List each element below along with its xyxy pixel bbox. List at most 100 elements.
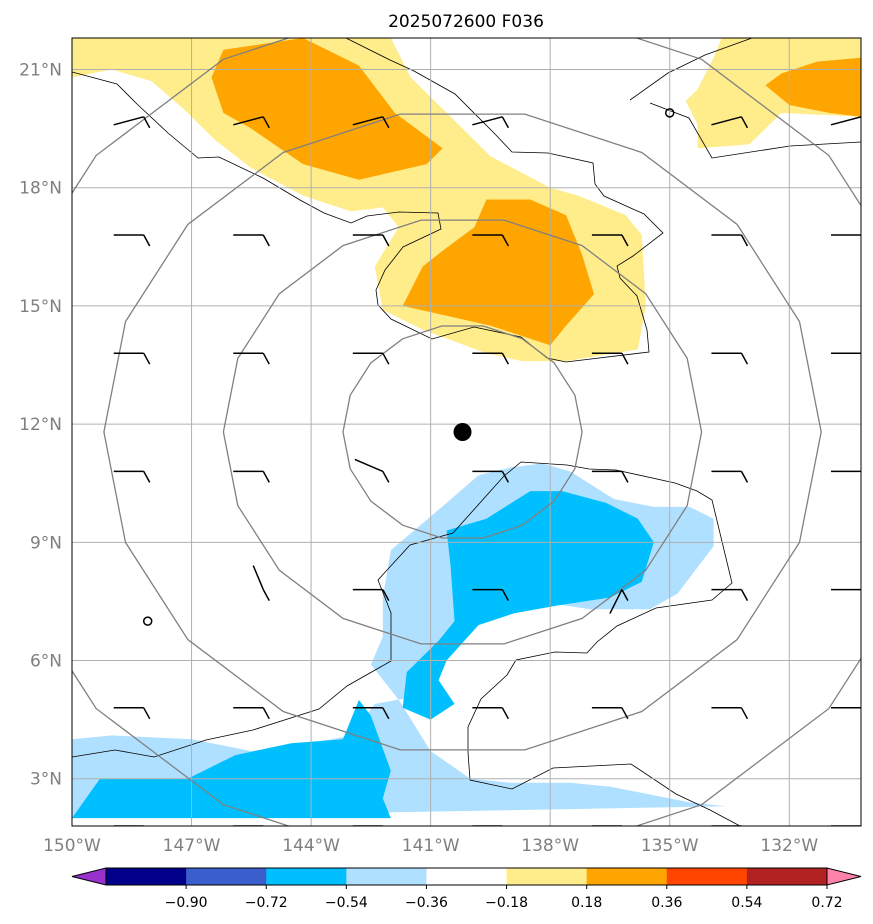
wind-barb	[711, 470, 749, 483]
colorbar-bin	[186, 868, 267, 885]
map-title: 2025072600 F036	[388, 12, 544, 32]
wind-barb	[233, 470, 270, 483]
wind-barb	[472, 116, 510, 129]
calm-wind-marker	[142, 616, 153, 626]
wind-barb	[831, 707, 861, 710]
colorbar-tick-label: −0.54	[325, 895, 368, 911]
lon-tick-label: 141°W	[402, 836, 460, 856]
wind-barb	[591, 234, 629, 247]
wind-barb	[591, 470, 629, 483]
wind-barb	[831, 234, 861, 237]
colorbar-extend-low	[71, 867, 107, 886]
wind-barb	[472, 825, 504, 826]
wind-barb	[113, 116, 151, 129]
wind-barb	[354, 458, 390, 483]
lon-tick-label: 132°W	[760, 836, 818, 856]
lat-tick-label: 6°N	[30, 652, 62, 672]
wind-barb	[352, 352, 390, 365]
lon-tick-label: 144°W	[282, 836, 340, 856]
colorbar-tick-label: −0.72	[245, 895, 288, 911]
wind-barb	[472, 707, 510, 720]
lat-tick-label: 18°N	[19, 179, 62, 199]
wind-barb	[233, 352, 270, 365]
lon-axis-labels: 150°W 147°W 144°W 141°W 138°W 135°W 132°W	[43, 836, 818, 856]
colorbar-bin	[106, 868, 187, 885]
wind-barb	[352, 588, 390, 601]
contour-line	[629, 38, 753, 101]
colorbar-tick-label: 0.54	[731, 895, 762, 911]
colorbar-bin	[666, 868, 748, 885]
calm-wind-marker	[664, 108, 675, 118]
wind-barb	[113, 234, 151, 247]
markers	[142, 108, 675, 626]
lat-axis-labels: 21°N 18°N 15°N 12°N 9°N 6°N 3°N	[19, 61, 62, 790]
wind-barb	[233, 116, 270, 129]
shaded-region	[402, 199, 594, 346]
lon-tick-label: 150°W	[43, 836, 101, 856]
plot-frame	[71, 37, 862, 827]
wind-barb	[113, 470, 151, 483]
wind-barb	[711, 234, 749, 247]
colorbar-bin	[346, 868, 427, 885]
wind-barb	[233, 707, 270, 720]
wind-barb	[591, 825, 623, 826]
colorbar-bin	[506, 868, 588, 885]
colorbar-tick-label: 0.72	[811, 895, 842, 911]
colorbar-tick-label: −0.90	[165, 895, 208, 911]
storm-center-marker	[453, 423, 472, 441]
lat-tick-label: 12°N	[19, 415, 62, 435]
colorbar-frame	[105, 867, 828, 886]
wind-barb	[352, 234, 390, 247]
wind-barb	[233, 234, 270, 247]
wind-barb	[609, 589, 629, 614]
wind-barb	[830, 116, 861, 126]
wind-barb	[472, 352, 510, 365]
lat-tick-label: 15°N	[19, 297, 62, 317]
plot-area	[72, 38, 861, 826]
wind-barb	[113, 352, 151, 365]
lon-tick-label: 138°W	[521, 836, 579, 856]
wind-barb	[472, 234, 510, 247]
wind-barb	[831, 825, 861, 826]
colorbar-tick-label: 0.18	[571, 895, 602, 911]
colorbar: −0.90 −0.72 −0.54 −0.36 −0.18 0.18 0.36 0.54 0.7…	[71, 867, 862, 911]
wind-barb	[472, 470, 510, 483]
wind-barb	[113, 825, 145, 826]
wind-barb	[831, 352, 861, 355]
lat-lon-grid	[72, 38, 861, 826]
wind-barb	[711, 352, 749, 365]
wind-barb	[591, 352, 629, 365]
wind-barb	[352, 825, 384, 826]
lon-tick-label: 147°W	[163, 836, 221, 856]
lat-tick-label: 3°N	[30, 770, 62, 790]
colorbar-bin	[266, 868, 347, 885]
wind-barb	[472, 588, 510, 601]
colorbar-bin	[586, 868, 668, 885]
range-ring	[103, 113, 822, 751]
range-rings	[72, 38, 861, 826]
wind-barb	[113, 707, 151, 720]
colorbar-bin	[426, 868, 508, 885]
wind-barbs	[113, 116, 861, 826]
wind-barb	[252, 565, 270, 601]
wind-barb	[831, 588, 861, 592]
shaded-region	[211, 38, 443, 180]
wind-barb	[711, 116, 749, 129]
range-ring	[222, 219, 703, 645]
wind-barb	[831, 470, 861, 473]
colorbar-extend-high	[826, 867, 862, 886]
contour-line	[72, 461, 741, 826]
colorbar-bin	[746, 868, 828, 885]
lon-tick-label: 135°W	[641, 836, 699, 856]
lat-tick-label: 21°N	[19, 61, 62, 81]
wind-barb	[352, 116, 390, 129]
wind-barb	[233, 825, 265, 826]
wind-barb	[711, 707, 749, 720]
wind-barb	[352, 707, 390, 720]
range-ring	[72, 38, 861, 826]
contour-line	[72, 38, 664, 363]
colorbar-tick-label: −0.36	[405, 895, 448, 911]
wind-barb	[591, 707, 629, 720]
wind-barb	[711, 588, 749, 601]
